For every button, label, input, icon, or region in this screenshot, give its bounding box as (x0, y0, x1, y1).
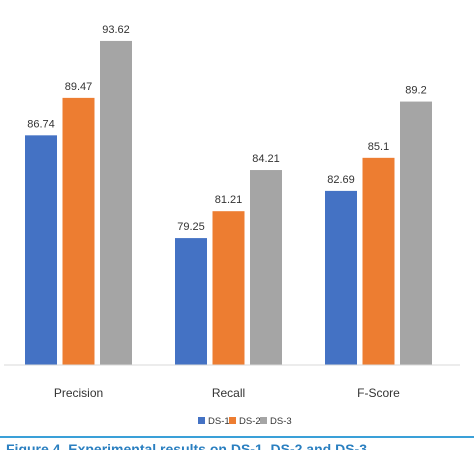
caption-text: Figure 4. Experimental results on DS-1, … (6, 441, 371, 450)
bar-f-score-ds-1 (325, 190, 357, 365)
bar-precision-ds-3 (100, 40, 132, 366)
legend-label-ds-1: DS-1 (208, 416, 230, 427)
data-label-precision-ds-2: 89.47 (65, 81, 93, 93)
bar-precision-ds-1 (25, 135, 57, 365)
legend-swatch-ds-2 (229, 417, 236, 424)
bar-recall-ds-3 (250, 170, 282, 365)
labels-layer: 86.74 89.47 93.62 Precision 79.25 81.21 84.21 R… (27, 24, 426, 400)
legend: DS-1 DS-2 DS-3 (198, 416, 292, 427)
bar-f-score-ds-3 (400, 101, 432, 366)
bar-recall-ds-2 (212, 211, 245, 365)
data-label-recall-ds-3: 84.21 (252, 153, 280, 165)
bar-precision-ds-2 (62, 97, 95, 366)
data-label-precision-ds-1: 86.74 (27, 118, 55, 130)
x-tick-label-precision: Precision (54, 386, 103, 400)
data-label-f-score-ds-2: 85.1 (368, 141, 389, 153)
bar-f-score-ds-2 (362, 157, 395, 365)
legend-label-ds-3: DS-3 (270, 416, 292, 427)
caption-divider (0, 436, 474, 438)
legend-label-ds-2: DS-2 (239, 416, 261, 427)
data-label-recall-ds-2: 81.21 (215, 194, 243, 206)
data-label-precision-ds-3: 93.62 (102, 24, 130, 36)
data-label-f-score-ds-3: 89.2 (405, 85, 426, 97)
bar-recall-ds-1 (175, 238, 207, 365)
x-tick-label-recall: Recall (212, 386, 245, 400)
x-tick-label-f-score: F-Score (357, 386, 400, 400)
legend-swatch-ds-3 (260, 417, 267, 424)
data-label-f-score-ds-1: 82.69 (327, 174, 355, 186)
bar-chart: 86.74 89.47 93.62 Precision 79.25 81.21 84.21 R… (4, 24, 460, 427)
legend-swatch-ds-1 (198, 417, 205, 424)
figure-caption: Figure 4. Experimental results on DS-1, … (0, 428, 474, 450)
bars-layer (25, 40, 432, 366)
data-label-recall-ds-1: 79.25 (177, 221, 205, 233)
